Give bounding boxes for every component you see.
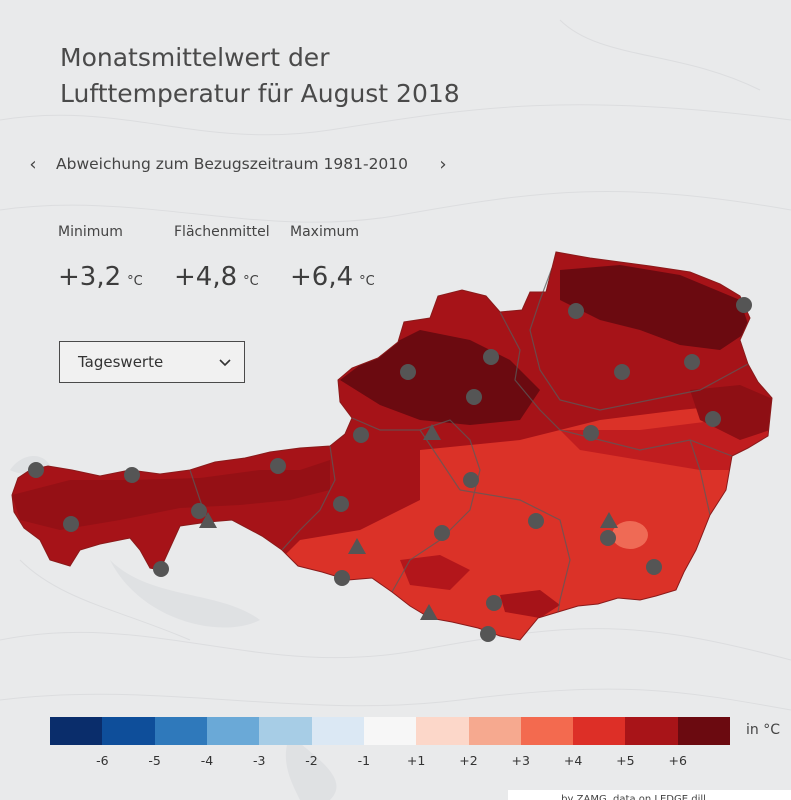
station-marker [583,425,599,441]
mountain-station-marker [420,604,438,620]
austria-temperature-map[interactable] [0,240,791,660]
station-marker [480,626,496,642]
legend-bin [677,717,731,745]
legend-bin [520,717,574,745]
stat-mean-label: Flächenmittel [174,224,270,240]
stat-maximum-label: Maximum [290,224,359,240]
legend-bar [50,717,731,745]
legend-tick-label: +1 [406,753,426,768]
page-title: Monatsmittelwert der Lufttemperatur für … [60,40,580,112]
station-markers [28,297,752,642]
station-marker [153,561,169,577]
stat-mean-value: +4,8 °C [174,262,259,292]
legend-bin [259,717,312,745]
stat-minimum-number: +3,2 [58,262,122,292]
legend-tick-label: -4 [200,753,214,768]
legend-bin [102,717,155,745]
map-land [11,251,773,641]
chevron-left-icon[interactable]: ‹ [29,153,37,175]
station-marker [486,595,502,611]
station-marker [191,503,207,519]
stat-maximum-value: +6,4 °C [290,262,375,292]
legend-unit: in °C [746,722,780,738]
legend-tick-label: +2 [459,753,478,768]
legend-bin [625,717,678,745]
legend-bin [154,717,207,745]
station-marker [483,349,499,365]
mountain-station-marker [423,424,441,440]
station-marker [614,364,630,380]
station-marker [353,427,369,443]
interval-dropdown-value: Tageswerte [78,353,164,371]
stat-mean-unit: °C [243,274,259,289]
legend-bin [468,717,521,745]
stat-mean: Flächenmittel +4,8 °C [174,224,270,292]
station-marker [646,559,662,575]
title-line-2: Lufttemperatur für August 2018 [60,79,460,108]
color-legend: -6 -5 -4 -3 -2 -1 +1 +2 +3 +4 +5 +6 [50,717,731,779]
legend-tick-label: -5 [148,753,161,768]
legend-bin [206,717,260,745]
legend-tick-label: +4 [563,753,583,768]
attribution: … by ZAMG, data on LEDGE dill [508,790,791,800]
stat-minimum: Minimum +3,2 °C [58,224,143,292]
chevron-down-icon [219,359,231,367]
stat-maximum-unit: °C [359,274,375,289]
stat-maximum: Maximum +6,4 °C [290,224,375,292]
station-marker [270,458,286,474]
interval-dropdown[interactable]: Tageswerte [59,341,245,383]
station-marker [124,467,140,483]
period-navigator: ‹ Abweichung zum Bezugszeitraum 1981-201… [22,150,502,178]
station-marker [400,364,416,380]
legend-tick-label: -1 [357,753,371,768]
legend-tick-label: +6 [668,753,687,768]
legend-tick-label: -3 [252,753,266,768]
station-marker [28,462,44,478]
stat-maximum-number: +6,4 [290,262,354,292]
legend-tick-label: -2 [305,753,318,768]
legend-bin [363,717,417,745]
title-line-1: Monatsmittelwert der [60,43,330,72]
mountain-station-marker [348,538,366,554]
station-marker [463,472,479,488]
mountain-station-marker [600,512,618,528]
legend-tick-label: -6 [96,753,109,768]
stat-minimum-unit: °C [127,274,143,289]
station-marker [333,496,349,512]
legend-bin [573,717,626,745]
station-marker [63,516,79,532]
legend-tick-label: +3 [511,753,530,768]
stat-mean-number: +4,8 [174,262,238,292]
legend-tick-label: +5 [616,753,635,768]
period-label: Abweichung zum Bezugszeitraum 1981-2010 [56,155,409,173]
station-marker [466,389,482,405]
stat-minimum-value: +3,2 °C [58,262,143,292]
chevron-right-icon[interactable]: › [439,153,447,175]
station-marker [434,525,450,541]
station-marker [528,513,544,529]
station-marker [568,303,584,319]
legend-bin [416,717,469,745]
legend-bin [311,717,364,745]
stat-minimum-label: Minimum [58,224,123,240]
station-marker [600,530,616,546]
legend-bin [50,717,103,745]
station-marker [334,570,350,586]
station-marker [684,354,700,370]
mountain-station-marker [199,512,217,528]
station-marker [736,297,752,313]
station-marker [705,411,721,427]
